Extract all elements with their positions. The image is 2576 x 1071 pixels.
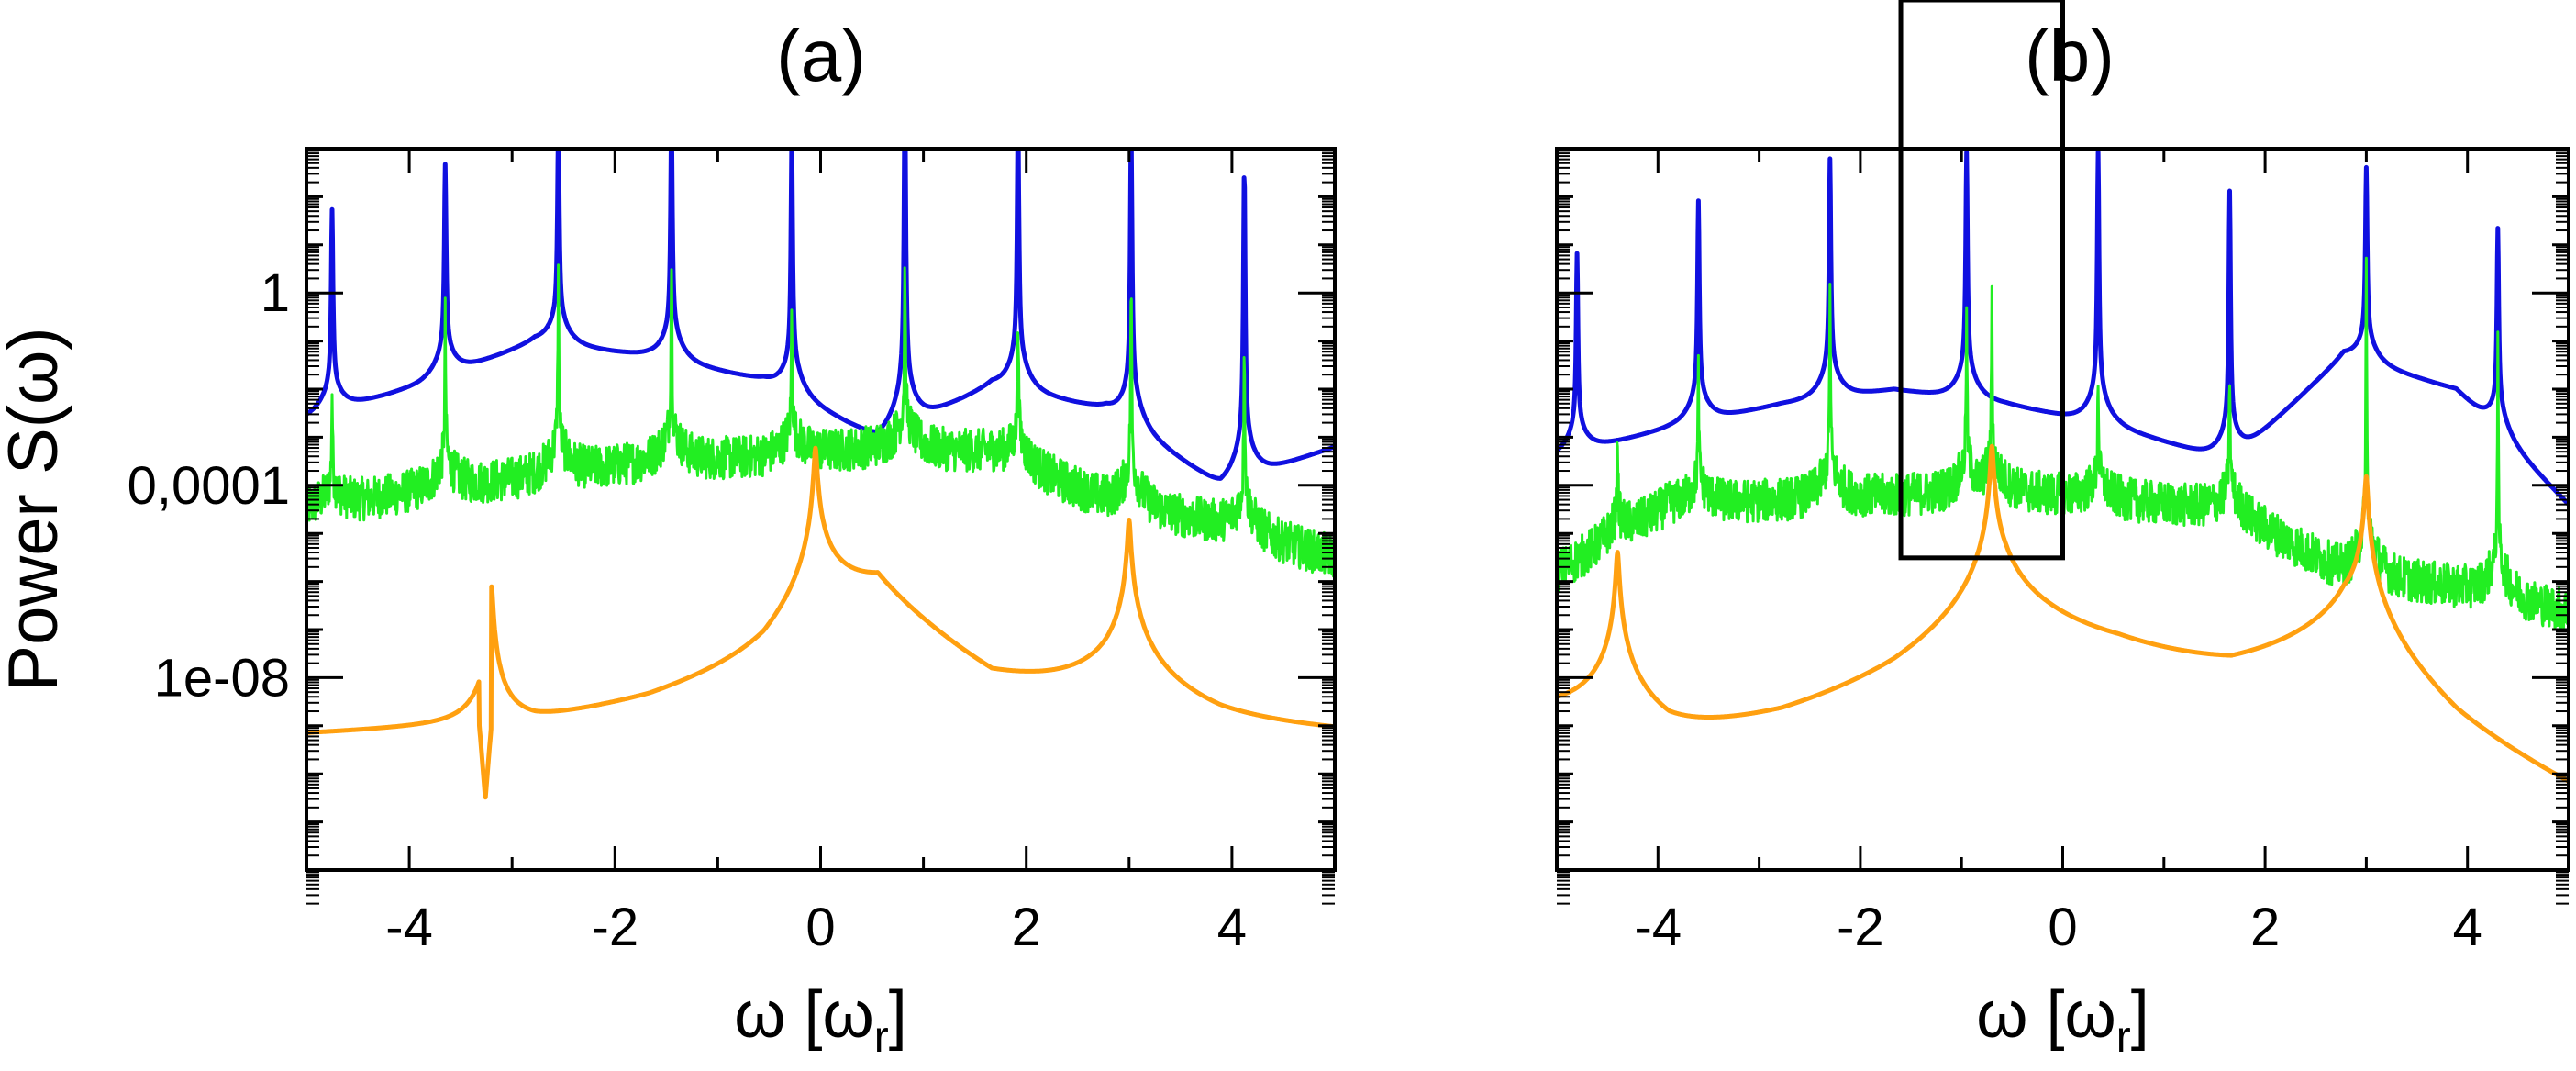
x-tick-label: 2 <box>1012 898 1041 957</box>
panel-a: -4 -2 0 2 4 1 0,0001 1e-08 (a) ω [ωr] Power S(ω) <box>0 15 1337 1062</box>
series-line-blue <box>306 149 1335 481</box>
x-tick-label: 4 <box>2453 898 2482 957</box>
y-axis-label: Power S(ω) <box>0 327 72 691</box>
x-tick-label: -4 <box>1635 898 1682 957</box>
x-tick-label: 0 <box>805 898 835 957</box>
panel-b: -4 -2 0 2 4 (b) ω [ωr] <box>1555 0 2570 1062</box>
series-line-green <box>306 263 1335 578</box>
series-line-orange <box>1557 443 2569 784</box>
y-tick-label: 0,0001 <box>128 456 290 516</box>
y-tick-label: 1e-08 <box>154 648 290 708</box>
x-tick-label: -2 <box>592 898 639 957</box>
annotation-box <box>1898 0 2066 561</box>
y-tick-label: 1 <box>261 263 290 323</box>
panel-title: (a) <box>776 15 866 96</box>
x-tick-label: -4 <box>385 898 433 957</box>
x-axis-label: ω [ωr] <box>1976 978 2149 1062</box>
x-tick-label: 4 <box>1217 898 1247 957</box>
x-tick-label: -2 <box>1837 898 1884 957</box>
x-axis-label: ω [ωr] <box>734 978 906 1062</box>
series-line-orange <box>306 445 1335 800</box>
panel-title: (b) <box>2025 15 2115 96</box>
x-tick-label: 0 <box>2048 898 2077 957</box>
x-tick-label: 2 <box>2250 898 2280 957</box>
